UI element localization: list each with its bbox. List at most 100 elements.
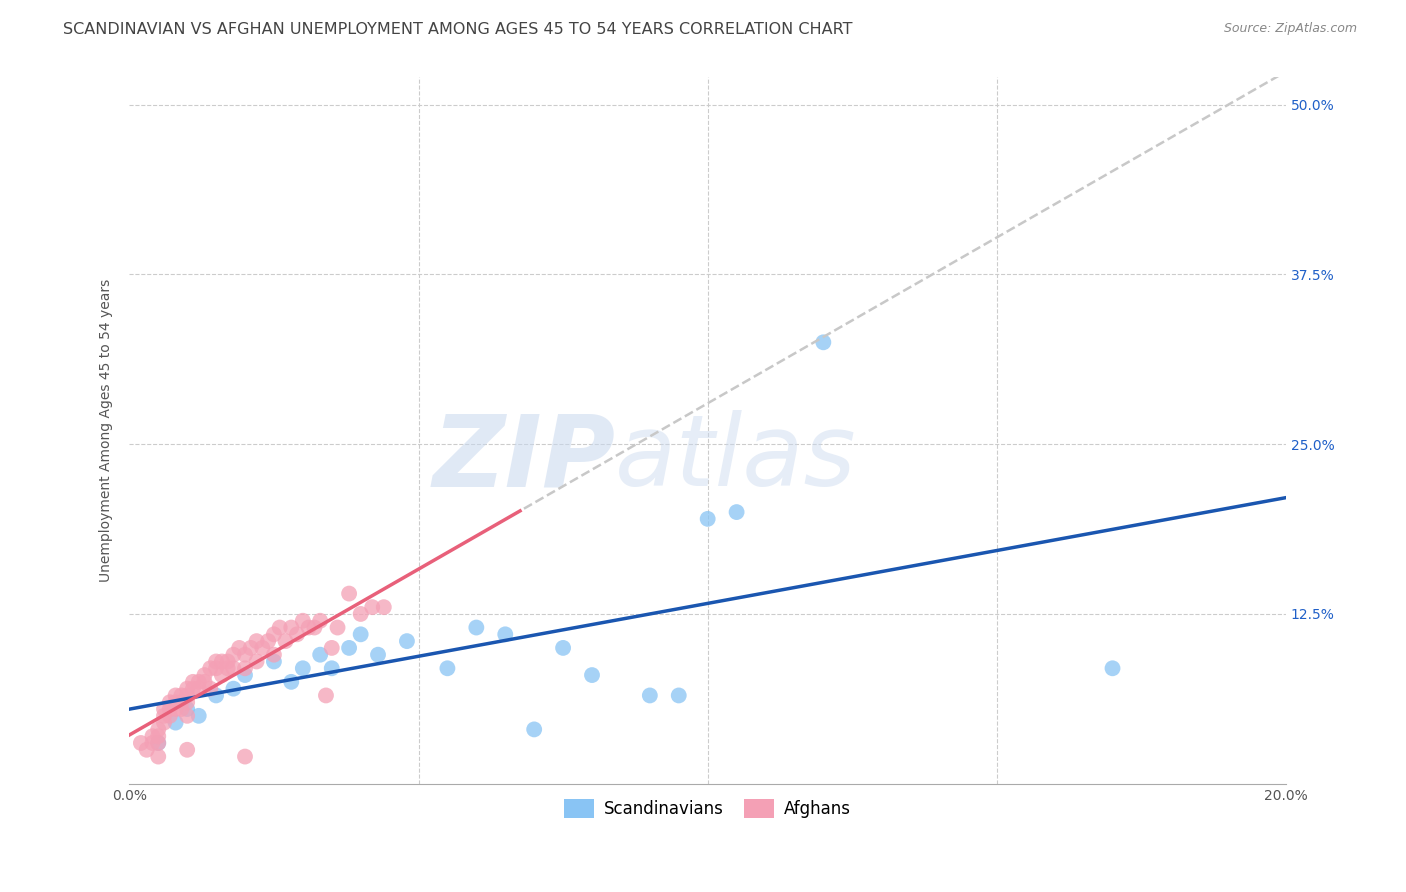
- Text: ZIP: ZIP: [432, 410, 616, 508]
- Point: [269, 621, 291, 635]
- Point: [176, 708, 198, 723]
- Point: [165, 689, 187, 703]
- Text: atlas: atlas: [616, 410, 856, 508]
- Point: [148, 723, 170, 737]
- Point: [176, 743, 198, 757]
- Point: [285, 627, 308, 641]
- Point: [141, 736, 163, 750]
- Point: [523, 723, 546, 737]
- Point: [252, 640, 274, 655]
- Point: [176, 681, 198, 696]
- Point: [200, 661, 222, 675]
- Point: [304, 621, 326, 635]
- Point: [668, 689, 690, 703]
- Point: [350, 607, 373, 621]
- Point: [291, 661, 314, 675]
- Point: [187, 674, 209, 689]
- Point: [551, 640, 574, 655]
- Legend: Scandinavians, Afghans: Scandinavians, Afghans: [558, 792, 858, 825]
- Point: [367, 648, 389, 662]
- Point: [170, 695, 193, 709]
- Point: [315, 689, 337, 703]
- Point: [436, 661, 458, 675]
- Point: [187, 681, 209, 696]
- Point: [176, 695, 198, 709]
- Point: [211, 668, 233, 682]
- Point: [165, 702, 187, 716]
- Point: [153, 702, 176, 716]
- Point: [170, 689, 193, 703]
- Point: [217, 655, 239, 669]
- Point: [326, 621, 349, 635]
- Point: [193, 674, 215, 689]
- Point: [205, 661, 228, 675]
- Point: [263, 655, 285, 669]
- Point: [233, 749, 256, 764]
- Point: [233, 668, 256, 682]
- Point: [159, 708, 181, 723]
- Point: [309, 648, 332, 662]
- Point: [129, 736, 152, 750]
- Point: [217, 661, 239, 675]
- Point: [638, 689, 661, 703]
- Point: [1101, 661, 1123, 675]
- Point: [170, 702, 193, 716]
- Point: [187, 708, 209, 723]
- Text: SCANDINAVIAN VS AFGHAN UNEMPLOYMENT AMONG AGES 45 TO 54 YEARS CORRELATION CHART: SCANDINAVIAN VS AFGHAN UNEMPLOYMENT AMON…: [63, 22, 853, 37]
- Point: [373, 600, 395, 615]
- Point: [228, 640, 250, 655]
- Point: [361, 600, 384, 615]
- Point: [135, 743, 157, 757]
- Point: [211, 655, 233, 669]
- Point: [337, 640, 360, 655]
- Point: [696, 512, 718, 526]
- Point: [176, 689, 198, 703]
- Point: [148, 736, 170, 750]
- Point: [263, 648, 285, 662]
- Point: [291, 614, 314, 628]
- Point: [200, 681, 222, 696]
- Point: [148, 749, 170, 764]
- Point: [181, 674, 204, 689]
- Point: [165, 695, 187, 709]
- Point: [321, 640, 343, 655]
- Point: [309, 614, 332, 628]
- Point: [257, 634, 280, 648]
- Point: [205, 689, 228, 703]
- Point: [465, 621, 488, 635]
- Point: [298, 621, 321, 635]
- Point: [141, 729, 163, 743]
- Point: [159, 695, 181, 709]
- Point: [813, 335, 835, 350]
- Point: [725, 505, 748, 519]
- Point: [181, 681, 204, 696]
- Point: [337, 586, 360, 600]
- Point: [222, 681, 245, 696]
- Point: [494, 627, 516, 641]
- Point: [280, 621, 302, 635]
- Point: [321, 661, 343, 675]
- Point: [233, 661, 256, 675]
- Point: [350, 627, 373, 641]
- Point: [245, 655, 267, 669]
- Point: [153, 715, 176, 730]
- Point: [395, 634, 418, 648]
- Y-axis label: Unemployment Among Ages 45 to 54 years: Unemployment Among Ages 45 to 54 years: [100, 279, 114, 582]
- Point: [176, 702, 198, 716]
- Point: [148, 736, 170, 750]
- Point: [148, 729, 170, 743]
- Point: [245, 634, 267, 648]
- Point: [153, 708, 176, 723]
- Point: [193, 668, 215, 682]
- Point: [274, 634, 297, 648]
- Point: [159, 702, 181, 716]
- Point: [165, 715, 187, 730]
- Point: [233, 648, 256, 662]
- Point: [222, 648, 245, 662]
- Point: [280, 674, 302, 689]
- Point: [222, 661, 245, 675]
- Point: [581, 668, 603, 682]
- Point: [263, 627, 285, 641]
- Point: [239, 640, 262, 655]
- Text: Source: ZipAtlas.com: Source: ZipAtlas.com: [1223, 22, 1357, 36]
